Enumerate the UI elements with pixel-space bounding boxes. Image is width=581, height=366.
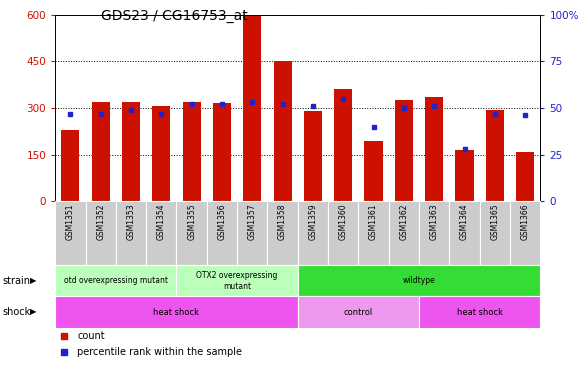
Bar <box>480 201 510 265</box>
Bar <box>334 89 352 201</box>
Bar <box>510 201 540 265</box>
Text: GSM1357: GSM1357 <box>248 203 257 240</box>
Bar <box>85 201 116 265</box>
Bar <box>389 201 419 265</box>
Bar <box>237 201 267 265</box>
Bar <box>55 265 177 296</box>
Text: GSM1351: GSM1351 <box>66 203 75 240</box>
Bar <box>516 152 535 201</box>
Text: GSM1364: GSM1364 <box>460 203 469 240</box>
Text: percentile rank within the sample: percentile rank within the sample <box>77 347 242 357</box>
Text: GSM1359: GSM1359 <box>309 203 317 240</box>
Bar <box>92 102 110 201</box>
Text: ▶: ▶ <box>30 307 37 317</box>
Text: wildtype: wildtype <box>403 276 435 285</box>
Bar <box>358 201 389 265</box>
Bar <box>486 109 504 201</box>
Text: GSM1356: GSM1356 <box>217 203 227 240</box>
Text: GSM1362: GSM1362 <box>399 203 408 240</box>
Bar <box>304 111 322 201</box>
Text: control: control <box>344 307 373 317</box>
Text: GSM1355: GSM1355 <box>187 203 196 240</box>
Text: GSM1353: GSM1353 <box>127 203 135 240</box>
Text: GDS23 / CG16753_at: GDS23 / CG16753_at <box>101 9 248 23</box>
Bar <box>298 265 540 296</box>
Text: GSM1352: GSM1352 <box>96 203 105 240</box>
Bar <box>207 201 237 265</box>
Bar <box>419 296 540 328</box>
Bar <box>267 201 298 265</box>
Text: heat shock: heat shock <box>153 307 199 317</box>
Bar <box>122 102 140 201</box>
Bar <box>449 201 480 265</box>
Bar <box>177 265 297 296</box>
Bar <box>177 201 207 265</box>
Bar <box>298 296 419 328</box>
Text: GSM1360: GSM1360 <box>339 203 348 240</box>
Text: otd overexpressing mutant: otd overexpressing mutant <box>64 276 168 285</box>
Bar <box>419 201 449 265</box>
Text: strain: strain <box>3 276 31 286</box>
Text: heat shock: heat shock <box>457 307 503 317</box>
Bar <box>55 296 298 328</box>
Text: count: count <box>77 331 105 341</box>
Text: GSM1358: GSM1358 <box>278 203 287 240</box>
Bar <box>55 201 85 265</box>
Bar <box>274 61 292 201</box>
Text: GSM1365: GSM1365 <box>490 203 499 240</box>
Text: GSM1361: GSM1361 <box>369 203 378 240</box>
Bar <box>116 201 146 265</box>
Bar <box>456 150 474 201</box>
Bar <box>328 201 358 265</box>
Bar <box>182 102 201 201</box>
Text: shock: shock <box>3 307 31 317</box>
Text: ▶: ▶ <box>30 276 37 285</box>
Text: OTX2 overexpressing
mutant: OTX2 overexpressing mutant <box>196 271 278 291</box>
Bar <box>61 130 80 201</box>
Bar <box>213 103 231 201</box>
Bar <box>243 16 261 201</box>
Text: GSM1363: GSM1363 <box>430 203 439 240</box>
Bar <box>364 141 383 201</box>
Bar <box>395 100 413 201</box>
Bar <box>152 107 170 201</box>
Bar <box>298 201 328 265</box>
Bar <box>146 201 177 265</box>
Bar <box>425 97 443 201</box>
Text: GSM1366: GSM1366 <box>521 203 530 240</box>
Text: GSM1354: GSM1354 <box>157 203 166 240</box>
